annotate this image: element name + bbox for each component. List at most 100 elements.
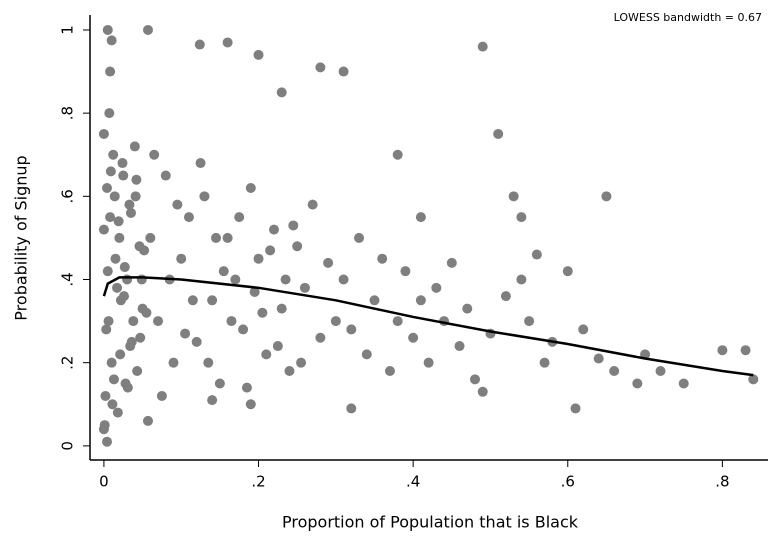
scatter-point	[249, 286, 260, 297]
scatter-point	[142, 24, 153, 35]
scatter-point	[500, 291, 511, 302]
scatter-point	[119, 262, 130, 273]
y-tick-label: .6	[59, 189, 77, 203]
scatter-point	[125, 207, 136, 218]
scatter-point	[125, 341, 136, 352]
scatter-point	[180, 328, 191, 339]
scatter-point	[117, 158, 128, 169]
scatter-point	[253, 253, 264, 264]
scatter-point	[108, 149, 119, 160]
y-tick-label: 1	[59, 25, 77, 35]
scatter-point	[477, 386, 488, 397]
scatter-point	[194, 39, 205, 50]
scatter-point	[218, 266, 229, 277]
scatter-point	[122, 382, 133, 393]
scatter-point	[593, 353, 604, 364]
scatter-point	[108, 374, 119, 385]
scatter-point	[632, 378, 643, 389]
scatter-point	[423, 357, 434, 368]
scatter-point	[717, 345, 728, 356]
scatter-point	[431, 282, 442, 293]
scatter-point	[199, 191, 210, 202]
scatter-point	[384, 366, 395, 376]
y-tick-label: .8	[59, 106, 77, 120]
scatter-point	[288, 220, 299, 231]
scatter-point	[678, 378, 689, 389]
scatter-point	[280, 274, 291, 285]
scatter-point	[110, 253, 121, 264]
scatter-point	[493, 128, 504, 139]
scatter-point	[508, 191, 519, 202]
x-tick-label: .2	[251, 473, 265, 491]
scatter-point	[112, 282, 123, 293]
scatter-point	[102, 183, 113, 194]
scatter-point	[315, 62, 326, 73]
scatter-point	[203, 357, 214, 368]
scatter-point	[245, 399, 256, 410]
scatter-point	[105, 166, 116, 177]
scatter-point	[105, 66, 116, 77]
scatter-point	[122, 274, 133, 285]
scatter-point	[354, 232, 365, 243]
scatter-point	[241, 382, 252, 393]
scatter-point	[142, 415, 153, 426]
scatter-point	[257, 307, 268, 318]
scatter-point	[323, 257, 334, 268]
lowess-line	[102, 276, 754, 377]
scatter-point	[253, 49, 264, 60]
y-tick-label: 0	[59, 441, 77, 451]
y-tick-label: .4	[59, 272, 77, 286]
scatter-point	[570, 403, 581, 414]
y-axis-label: Probability of Signup	[12, 155, 31, 320]
scatter-point	[119, 291, 130, 302]
scatter-point	[207, 395, 218, 406]
scatter-point	[655, 366, 666, 376]
scatter-point	[230, 274, 241, 285]
scatter-point	[103, 316, 114, 327]
scatter-point	[315, 332, 326, 343]
scatter-point	[400, 266, 411, 277]
scatter-point	[136, 274, 147, 285]
scatter-point	[245, 183, 256, 194]
scatter-point	[145, 232, 156, 243]
scatter-point	[124, 199, 135, 210]
scatter-point	[261, 349, 272, 360]
scatter-point	[160, 170, 171, 181]
scatter-point	[296, 357, 307, 368]
scatter-point	[268, 224, 279, 235]
scatter-point	[109, 191, 120, 202]
scatter-point	[114, 232, 125, 243]
scatter-point	[191, 336, 202, 347]
scatter-point	[107, 399, 118, 410]
scatter-point	[265, 245, 276, 256]
scatter-point	[469, 374, 480, 385]
scatter-point	[477, 41, 488, 52]
scatter-point	[516, 212, 527, 223]
scatter-point	[113, 216, 124, 227]
scatter-point	[214, 378, 225, 389]
scatter-point	[106, 357, 117, 368]
annotation: LOWESS bandwidth = 0.67	[614, 11, 762, 24]
scatter-point	[346, 403, 357, 414]
scatter-point	[195, 158, 206, 169]
scatter-point	[454, 341, 465, 352]
scatter-point	[211, 232, 222, 243]
scatter-point	[98, 224, 109, 235]
scatter-point	[176, 253, 187, 264]
scatter-point	[115, 349, 126, 360]
scatter-point	[187, 295, 198, 306]
scatter-point	[172, 199, 183, 210]
scatter-point	[299, 282, 310, 293]
scatter-point	[361, 349, 372, 360]
scatter-point	[392, 316, 403, 327]
scatter-point	[131, 174, 142, 185]
scatter-point	[562, 266, 573, 277]
scatter-point	[156, 390, 167, 401]
x-tick-label: .4	[406, 473, 420, 491]
scatter-point	[183, 212, 194, 223]
x-tick-label: .8	[715, 473, 729, 491]
scatter-point	[338, 274, 349, 285]
